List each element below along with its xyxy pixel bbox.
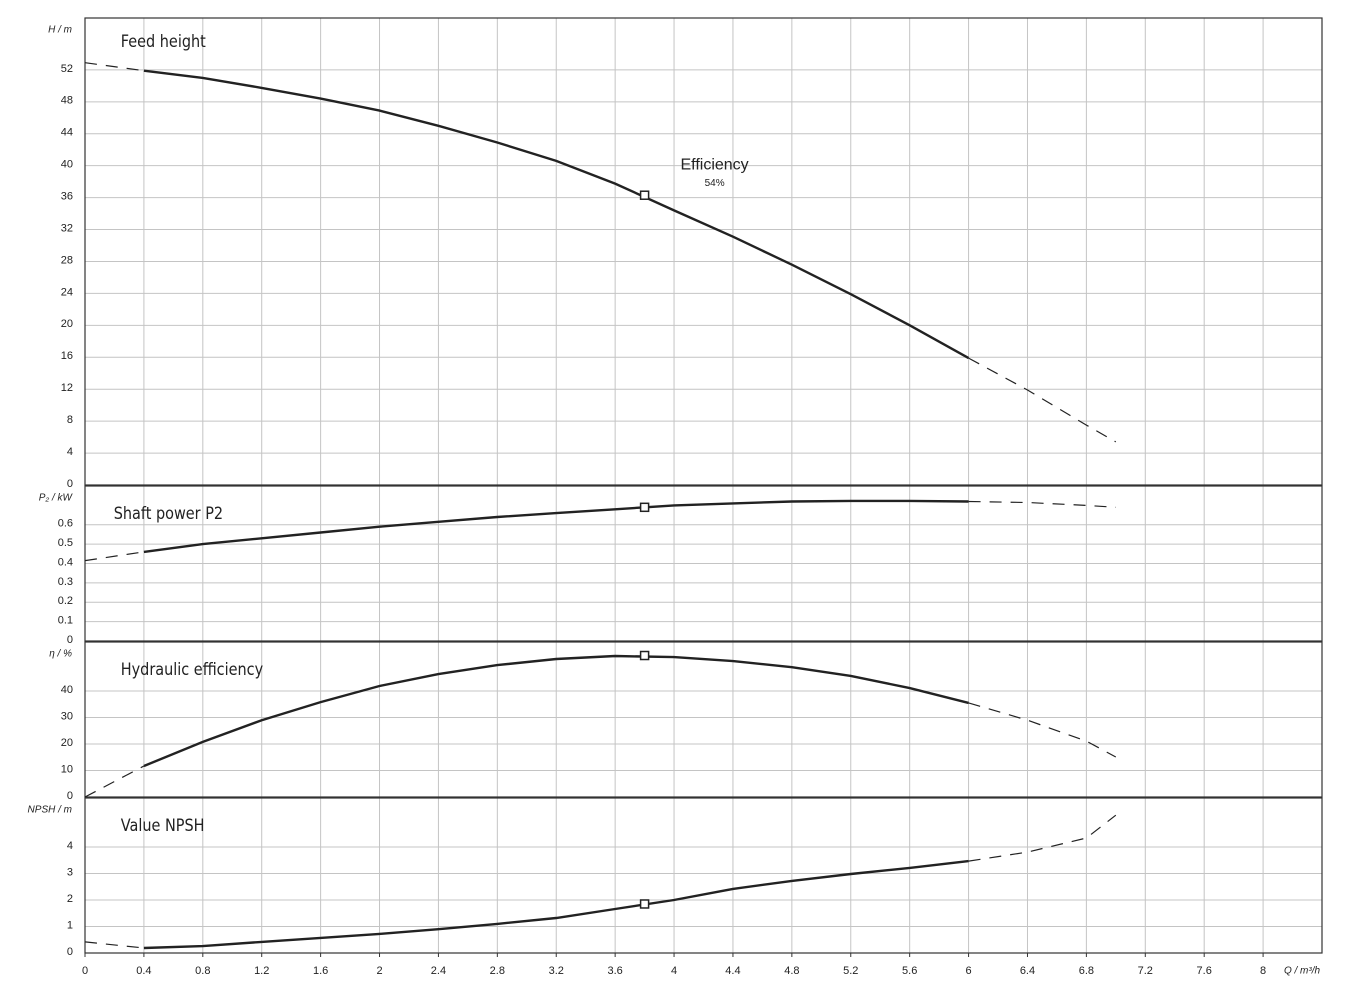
y-axis-label: η / % bbox=[49, 649, 72, 660]
y-tick-label: 0 bbox=[67, 478, 73, 490]
annotation-value: 54% bbox=[705, 178, 725, 189]
x-tick-label: 2.4 bbox=[431, 965, 446, 977]
curve bbox=[143, 499, 969, 554]
y-tick-label: 0.1 bbox=[58, 615, 73, 627]
operating-point bbox=[639, 650, 650, 661]
y-tick-label: 0.3 bbox=[58, 576, 73, 588]
x-tick-label: 3.2 bbox=[549, 965, 564, 977]
x-tick-label: 4.4 bbox=[725, 965, 740, 977]
operating-point bbox=[639, 190, 650, 200]
curve bbox=[143, 654, 969, 768]
y-tick-label: 4 bbox=[67, 840, 73, 852]
panel-frame bbox=[84, 17, 1323, 486]
panel-frame bbox=[84, 641, 1323, 798]
y-axis-label: NPSH / m bbox=[28, 805, 72, 816]
y-tick-label: 20 bbox=[61, 737, 73, 749]
x-tick-label: 5.2 bbox=[843, 965, 858, 977]
y-tick-label: 44 bbox=[61, 127, 73, 139]
operating-point bbox=[639, 899, 650, 909]
y-tick-label: 0.5 bbox=[58, 537, 73, 549]
panel-title: Shaft power P2 bbox=[114, 503, 223, 523]
panel-frame bbox=[84, 485, 1323, 642]
panel-title: Value NPSH bbox=[121, 815, 205, 835]
x-tick-label: 0.4 bbox=[136, 965, 151, 977]
x-tick-label: 6.8 bbox=[1079, 965, 1094, 977]
y-tick-label: 8 bbox=[67, 414, 73, 426]
y-tick-label: 4 bbox=[67, 446, 73, 458]
y-tick-label: 36 bbox=[61, 191, 73, 203]
x-tick-label: 5.6 bbox=[902, 965, 917, 977]
y-axis-label: P₂ / kW bbox=[39, 493, 74, 504]
x-tick-label: 6.4 bbox=[1020, 965, 1035, 977]
x-tick-label: 1.2 bbox=[254, 965, 269, 977]
curve bbox=[84, 500, 1116, 562]
y-tick-label: 0 bbox=[67, 634, 73, 646]
panel-title: Feed height bbox=[121, 31, 206, 51]
y-tick-label: 0.6 bbox=[58, 518, 73, 530]
y-tick-label: 48 bbox=[61, 95, 73, 107]
curve bbox=[84, 62, 1117, 443]
operating-point bbox=[639, 502, 650, 513]
x-tick-label: 2.8 bbox=[490, 965, 505, 977]
curve bbox=[84, 814, 1117, 949]
x-tick-label: 7.2 bbox=[1138, 965, 1153, 977]
curve bbox=[84, 702, 1117, 798]
y-tick-label: 10 bbox=[61, 763, 73, 775]
x-tick-label: 7.6 bbox=[1197, 965, 1212, 977]
y-axis-label: H / m bbox=[48, 25, 72, 36]
y-tick-label: 1 bbox=[67, 919, 73, 931]
x-tick-label: 3.6 bbox=[607, 965, 622, 977]
y-tick-label: 28 bbox=[61, 254, 73, 266]
curve bbox=[143, 859, 969, 950]
x-tick-label: 4.8 bbox=[784, 965, 799, 977]
panel-title: Hydraulic efficiency bbox=[121, 659, 263, 679]
y-tick-label: 3 bbox=[67, 866, 73, 878]
y-tick-label: 32 bbox=[61, 222, 73, 234]
y-tick-label: 30 bbox=[61, 710, 73, 722]
x-tick-label: 1.6 bbox=[313, 965, 328, 977]
y-tick-label: 0 bbox=[67, 946, 73, 958]
x-axis-label: Q / m³/h bbox=[1284, 966, 1321, 977]
x-tick-label: 6 bbox=[966, 965, 972, 977]
y-tick-label: 12 bbox=[61, 382, 73, 394]
y-tick-label: 16 bbox=[61, 350, 73, 362]
y-tick-label: 24 bbox=[61, 286, 73, 298]
y-tick-label: 0 bbox=[67, 790, 73, 802]
y-tick-label: 0.2 bbox=[58, 595, 73, 607]
y-tick-label: 2 bbox=[67, 893, 73, 905]
y-tick-label: 40 bbox=[61, 159, 73, 171]
x-tick-label: 8 bbox=[1260, 965, 1266, 977]
y-tick-label: 40 bbox=[61, 684, 73, 696]
y-tick-label: 52 bbox=[61, 63, 73, 75]
y-tick-label: 0.4 bbox=[58, 556, 73, 568]
panel-frame bbox=[84, 797, 1323, 954]
x-tick-label: 2 bbox=[376, 965, 382, 977]
x-tick-label: 4 bbox=[671, 965, 677, 977]
curve bbox=[143, 69, 970, 360]
x-tick-label: 0.8 bbox=[195, 965, 210, 977]
annotation: Efficiency bbox=[681, 156, 749, 173]
y-tick-label: 20 bbox=[61, 318, 73, 330]
x-tick-label: 0 bbox=[82, 965, 88, 977]
